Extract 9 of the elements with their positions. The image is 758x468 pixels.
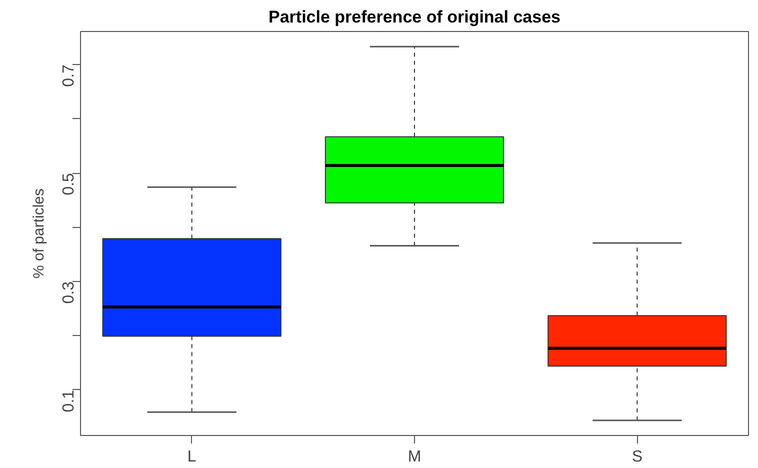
y-tick-label: 0.3 [60,281,78,304]
y-tick-label: 0.7 [60,64,78,87]
y-axis-title: % of particles [30,188,48,279]
x-tick-label: M [408,448,422,466]
x-tick-label: L [187,448,196,466]
y-tick-label: 0.5 [60,172,78,196]
chart-title: Particle preference of original cases [268,8,560,26]
y-tick-label: 0.1 [60,390,78,412]
x-tick-label: S [632,448,643,466]
